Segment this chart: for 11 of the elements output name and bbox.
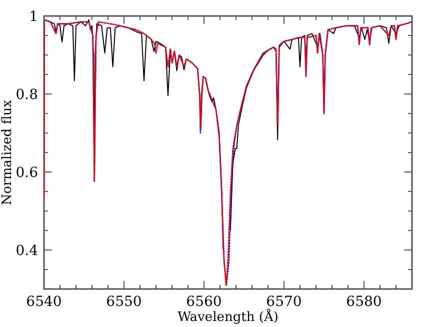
y-tick-label: 0.8 [16,87,38,103]
x-tick-label: 6550 [106,294,142,310]
x-tick-label: 6580 [346,294,382,310]
y-tick-label: 0.6 [16,165,38,181]
y-tick-label: 1 [29,9,38,25]
x-tick-label: 6570 [266,294,302,310]
x-tick-label: 6560 [186,294,222,310]
y-tick-label: 0.4 [16,243,38,259]
x-tick-label: 6540 [26,294,62,310]
y-axis-title: Normalized flux [0,99,15,206]
x-axis-title: Wavelength (Å) [178,308,278,325]
